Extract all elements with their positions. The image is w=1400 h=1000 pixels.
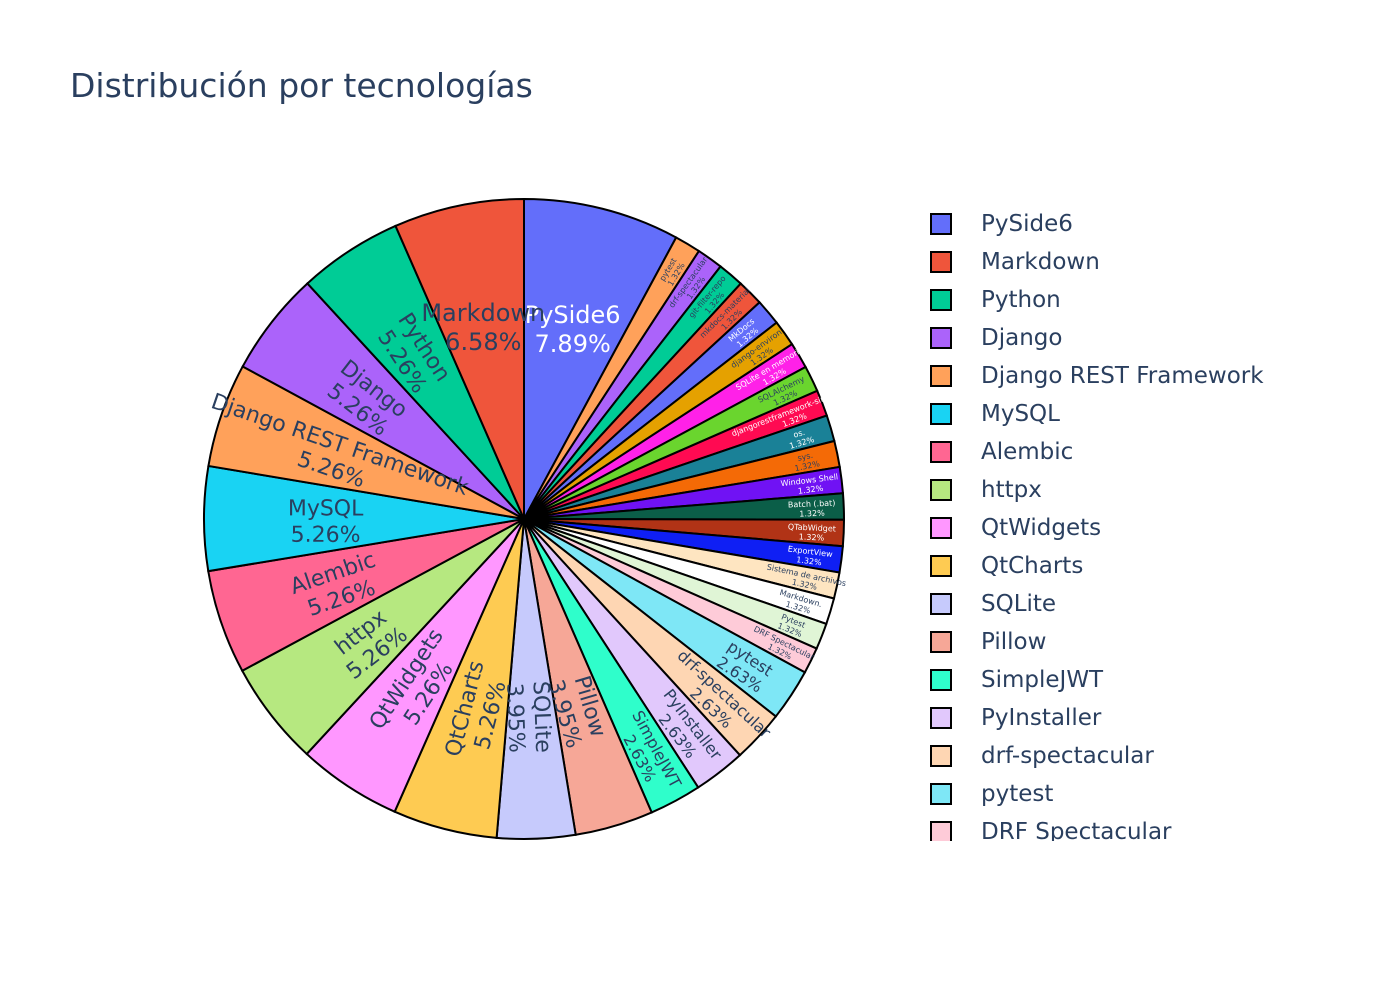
legend-swatch [930, 555, 952, 577]
legend-item-sqlite[interactable]: SQLite [920, 585, 1056, 623]
legend-label: httpx [981, 477, 1042, 503]
legend-item-pillow[interactable]: Pillow [920, 623, 1046, 661]
legend-swatch [930, 403, 952, 425]
svg-text:Batch (.bat): Batch (.bat) [788, 499, 836, 510]
legend-swatch [930, 783, 952, 805]
legend-swatch [930, 289, 952, 311]
legend-swatch [930, 669, 952, 691]
svg-text:1.32%: 1.32% [799, 532, 825, 542]
legend-swatch [930, 213, 952, 235]
legend-label: Markdown [981, 249, 1100, 275]
legend-label: SimpleJWT [981, 667, 1104, 693]
legend-label: DRF Spectacular [981, 819, 1172, 841]
legend-item-python[interactable]: Python [920, 281, 1061, 319]
legend-label: Python [981, 287, 1061, 313]
legend-label: Pillow [981, 629, 1047, 655]
svg-text:QTabWidget: QTabWidget [788, 522, 836, 533]
legend-item-mysql[interactable]: MySQL [920, 395, 1060, 433]
svg-text:3.95%: 3.95% [501, 682, 529, 753]
legend-label: QtWidgets [981, 515, 1102, 541]
legend-item-markdown[interactable]: Markdown [920, 243, 1100, 281]
slice-label-batch-bat: Batch (.bat)1.32% [788, 499, 836, 519]
legend-item-alembic[interactable]: Alembic [920, 433, 1073, 471]
svg-text:5.26%: 5.26% [291, 523, 361, 548]
legend-item-django-rest-framework[interactable]: Django REST Framework [920, 357, 1264, 395]
svg-text:Markdown: Markdown [421, 299, 545, 327]
svg-text:6.58%: 6.58% [445, 328, 521, 356]
svg-text:MySQL: MySQL [288, 496, 364, 521]
legend-item-pyside6[interactable]: PySide6 [920, 205, 1073, 243]
svg-text:sys.: sys. [797, 451, 814, 463]
legend-swatch [930, 441, 952, 463]
legend-item-simplejwt[interactable]: SimpleJWT [920, 661, 1103, 699]
chart-title: Distribución por tecnologías [70, 66, 533, 105]
legend-item-httpx[interactable]: httpx [920, 471, 1042, 509]
legend-item-pyinstaller[interactable]: PyInstaller [920, 699, 1101, 737]
legend-label: Alembic [981, 439, 1074, 465]
legend-label: pytest [981, 781, 1054, 807]
legend-swatch [930, 517, 952, 539]
legend-swatch [930, 707, 952, 729]
legend-swatch [930, 745, 952, 767]
legend-item-django[interactable]: Django [920, 319, 1062, 357]
legend-label: Django [981, 325, 1063, 351]
legend-item-qtcharts[interactable]: QtCharts [920, 547, 1083, 585]
legend-label: SQLite [981, 591, 1057, 617]
svg-text:PySide6: PySide6 [525, 301, 621, 329]
legend-label: PyInstaller [981, 705, 1102, 731]
legend-label: PySide6 [981, 211, 1073, 237]
legend-item-pytest[interactable]: pytest [920, 775, 1053, 813]
svg-text:1.32%: 1.32% [799, 509, 825, 519]
legend-item-qtwidgets[interactable]: QtWidgets [920, 509, 1101, 547]
svg-text:os.: os. [792, 428, 806, 440]
legend: PySide6 Markdown Python Django Django REST F… [920, 205, 1340, 841]
legend-label: MySQL [981, 401, 1060, 427]
legend-label: drf-spectacular [981, 743, 1154, 769]
legend-swatch [930, 593, 952, 615]
legend-label: QtCharts [981, 553, 1084, 579]
legend-swatch [930, 327, 952, 349]
pie-slice-pyside6[interactable] [523, 197, 678, 520]
svg-text:SQLite: SQLite [528, 681, 556, 754]
legend-swatch [930, 821, 952, 841]
legend-label: Django REST Framework [981, 363, 1264, 389]
legend-swatch [930, 251, 952, 273]
legend-swatch [930, 365, 952, 387]
legend-swatch [930, 479, 952, 501]
svg-text:1.32%: 1.32% [797, 484, 824, 496]
legend-item-drf-spectacular[interactable]: DRF Spectacular [920, 813, 1172, 841]
svg-text:1.32%: 1.32% [796, 555, 823, 567]
svg-text:7.89%: 7.89% [535, 330, 611, 358]
legend-swatch [930, 631, 952, 653]
pie-slice-markdown[interactable] [394, 197, 525, 520]
legend-item-drf-spectacular[interactable]: drf-spectacular [920, 737, 1154, 775]
